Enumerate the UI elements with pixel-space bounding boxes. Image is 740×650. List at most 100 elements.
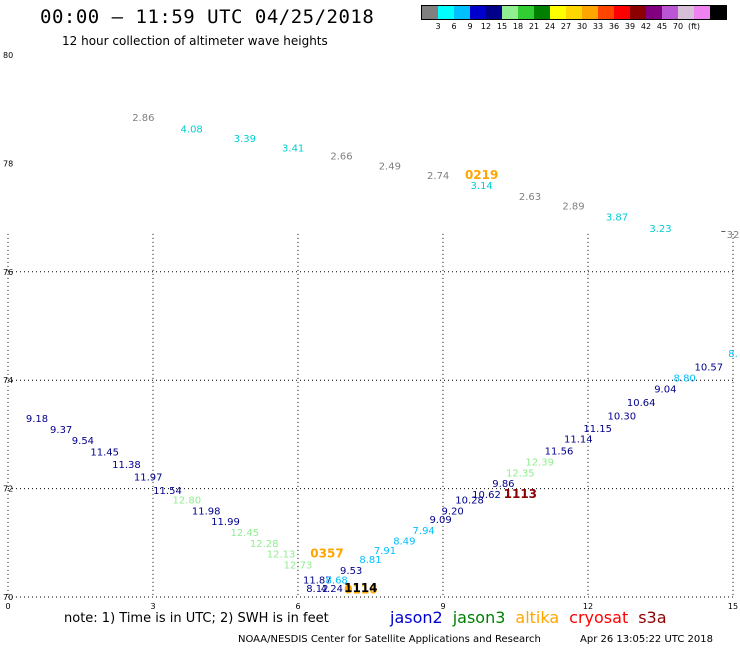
x-tick-label: 12 [583, 602, 593, 611]
data-point-label: 11.97 [134, 473, 163, 484]
page-title: 00:00 – 11:59 UTC 04/25/2018 [40, 6, 375, 28]
scale-cell [710, 6, 726, 19]
data-point-label: 9.04 [654, 384, 676, 395]
color-scale-bar: 3 6 9 12 15 18 21 24 27 30 33 36 39 42 45 70 (ft) [421, 5, 727, 32]
x-tick-label: 15 [728, 602, 738, 611]
scale-label: 42 [640, 22, 652, 31]
data-point-label: 11.56 [545, 447, 574, 458]
scale-cell [422, 6, 438, 19]
data-point-label: – [721, 226, 726, 237]
legend-item: jason2 [390, 608, 443, 627]
data-point-label: 9.37 [50, 425, 72, 436]
data-point-label: 11.14 [564, 435, 593, 446]
data-point-label: 3.87 [606, 213, 628, 224]
y-tick-label: 72 [3, 485, 13, 494]
data-point-label: 4.24 [321, 584, 343, 595]
scale-label: 3 [435, 22, 441, 31]
data-point-label: 9.86 [492, 479, 514, 490]
data-point-label: 9.18 [26, 414, 48, 425]
scale-label: 70 [672, 22, 684, 31]
scale-cell [662, 6, 678, 19]
y-tick-label: 78 [3, 159, 13, 168]
data-point-label: 3.14 [471, 181, 493, 192]
scale-label: 18 [512, 22, 524, 31]
x-tick-label: 9 [440, 602, 445, 611]
data-point-label: 11.15 [583, 424, 612, 435]
data-point-label: 10.62 [472, 490, 501, 501]
scale-cell [454, 6, 470, 19]
data-point-label: 9.54 [72, 436, 94, 447]
y-tick-label: 76 [3, 268, 13, 277]
data-point-label: 9.20 [442, 506, 464, 517]
scale-label: 15 [496, 22, 508, 31]
data-point-label: 2.66 [330, 151, 352, 162]
footer-note: note: 1) Time is in UTC; 2) SWH is in fe… [64, 611, 329, 626]
scale-cell [614, 6, 630, 19]
data-point-label: 11.98 [192, 506, 221, 517]
data-point-label: 8.12 [306, 584, 328, 595]
data-point-label: 12.73 [284, 560, 313, 571]
color-scale-cells [421, 5, 727, 20]
data-point-label: 7.94 [413, 526, 435, 537]
data-point-label: 3.41 [282, 144, 304, 155]
scale-cell [486, 6, 502, 19]
data-point-label: 12.28 [250, 539, 279, 550]
scale-cell [598, 6, 614, 19]
data-point-label: 0357 [310, 547, 343, 561]
data-point-label: 10.30 [608, 411, 637, 422]
data-point-label: 11.87 [303, 576, 332, 587]
data-point-label: 3.39 [234, 134, 256, 145]
data-point-label: 2.86 [132, 113, 154, 124]
data-point-label: 0116 [344, 582, 377, 596]
data-point-label: 7.91 [374, 546, 396, 557]
scale-label: 36 [608, 22, 620, 31]
scale-cell [518, 6, 534, 19]
scale-label: 27 [560, 22, 572, 31]
data-point-label: 12.13 [267, 550, 296, 561]
y-tick-label: 80 [3, 51, 13, 60]
data-point-label: 2.63 [519, 192, 541, 203]
scale-label: 30 [576, 22, 588, 31]
data-point-label: 9.09 [429, 515, 451, 526]
scale-label: 39 [624, 22, 636, 31]
scale-cell [470, 6, 486, 19]
data-point-label: 2.74 [427, 171, 449, 182]
scale-label: 24 [544, 22, 556, 31]
legend-item: cryosat [569, 608, 629, 627]
color-scale-labels: 3 6 9 12 15 18 21 24 27 30 33 36 39 42 45 70 (ft) [421, 20, 727, 32]
data-point-label: 12.80 [173, 495, 202, 506]
data-point-label: 0219 [465, 168, 498, 182]
data-point-label: 1113 [504, 487, 537, 501]
data-point-label: 32 [727, 230, 740, 241]
data-point-label: 12.35 [506, 468, 535, 479]
data-point-label: 3.23 [649, 224, 671, 235]
data-point-label: 11.45 [90, 448, 119, 459]
data-point-label: 11.38 [112, 460, 141, 471]
scale-cell [550, 6, 566, 19]
data-point-label: 8.68 [326, 576, 348, 587]
credit-text: NOAA/NESDIS Center for Satellite Applica… [238, 634, 541, 645]
data-point-label: 4.08 [181, 125, 203, 136]
data-point-label: 1114 [344, 581, 377, 595]
data-point-label: 2.49 [379, 162, 401, 173]
data-point-label: 8. [728, 349, 738, 360]
scale-cell [582, 6, 598, 19]
scale-label: (ft) [687, 22, 701, 31]
timestamp: Apr 26 13:05:22 UTC 2018 [580, 634, 713, 645]
data-point-label: 2.89 [562, 202, 584, 213]
data-point-label: 10.57 [695, 363, 724, 374]
scale-label: 45 [656, 22, 668, 31]
page-subtitle: 12 hour collection of altimeter wave hei… [62, 34, 328, 48]
scale-label: 6 [451, 22, 457, 31]
scale-cell [438, 6, 454, 19]
x-tick-label: 0 [5, 602, 10, 611]
data-point-label: 10.28 [455, 495, 484, 506]
scale-cell [678, 6, 694, 19]
x-tick-label: 6 [295, 602, 300, 611]
data-point-label: 9.53 [340, 566, 362, 577]
scale-cell [566, 6, 582, 19]
scale-cell [534, 6, 550, 19]
data-point-label: 11.99 [211, 517, 240, 528]
data-point-label: 8.81 [359, 555, 381, 566]
